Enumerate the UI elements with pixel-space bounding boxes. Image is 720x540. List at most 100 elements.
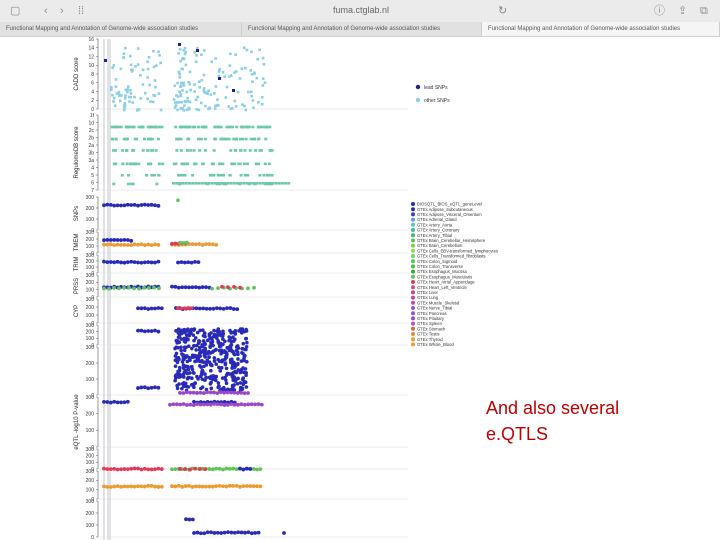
info-icon[interactable]: ⓘ bbox=[654, 5, 665, 17]
eqtl-point bbox=[207, 484, 212, 489]
y-tick-label: 200 bbox=[86, 237, 95, 243]
y-tick-label: 200 bbox=[86, 361, 95, 367]
eqtl-point bbox=[132, 484, 137, 489]
regdb-point bbox=[232, 182, 236, 185]
eqtl-point bbox=[202, 402, 206, 407]
cadd-point bbox=[177, 52, 180, 55]
eqtl-point bbox=[222, 399, 227, 404]
forward-icon[interactable]: › bbox=[60, 5, 64, 17]
eqtl-point bbox=[119, 243, 123, 247]
regdb-point bbox=[242, 162, 246, 166]
eqtl-point bbox=[147, 286, 151, 290]
regdb-point bbox=[121, 149, 125, 152]
eqtl-point bbox=[194, 359, 199, 363]
eqtl-point bbox=[259, 402, 264, 407]
regdb-point bbox=[226, 182, 230, 185]
eqtl-point bbox=[122, 400, 127, 405]
eqtl-point bbox=[204, 285, 208, 290]
regdb-point bbox=[251, 125, 255, 129]
reader-icon[interactable]: ⁞⁞ bbox=[78, 5, 85, 17]
eqtl-point bbox=[177, 357, 181, 362]
cadd-point bbox=[110, 85, 113, 89]
regdb-point bbox=[147, 137, 151, 141]
eqtl-point bbox=[204, 242, 208, 247]
eqtl-point bbox=[119, 260, 123, 265]
tab-2[interactable]: Functional Mapping and Annotation of Gen… bbox=[242, 22, 482, 36]
share-icon[interactable]: ⇪ bbox=[678, 5, 688, 17]
legend-label: GTEx Cells_Transformed_fibroblasts bbox=[417, 254, 486, 259]
tab-3[interactable]: Functional Mapping and Annotation of Gen… bbox=[482, 22, 720, 36]
regdb-point bbox=[124, 125, 128, 129]
cadd-point bbox=[216, 103, 220, 107]
eqtl-point bbox=[222, 390, 227, 395]
y-tick-label: 7 bbox=[91, 188, 94, 194]
legend-label: GTEx Nerve_Tibial bbox=[417, 306, 452, 311]
address-bar[interactable]: fuma.ctglab.nl bbox=[333, 5, 390, 15]
eqtl-point bbox=[216, 340, 221, 345]
regdb-point bbox=[188, 182, 191, 185]
y-tick-label: 200 bbox=[86, 305, 95, 311]
lead-snp-point bbox=[178, 43, 181, 46]
cadd-point bbox=[126, 88, 129, 91]
cadd-point bbox=[146, 60, 149, 64]
eqtl-point bbox=[256, 402, 261, 407]
regdb-point bbox=[287, 182, 291, 185]
cadd-point bbox=[210, 60, 213, 64]
eqtl-point bbox=[227, 335, 231, 339]
cadd-point bbox=[182, 57, 186, 61]
eqtl-point bbox=[216, 327, 221, 331]
y-tick-label: 300 bbox=[86, 195, 95, 201]
eqtl-point bbox=[205, 338, 210, 343]
cadd-point bbox=[230, 107, 234, 110]
eqtl-point bbox=[146, 483, 151, 488]
regdb-point bbox=[186, 162, 190, 166]
tabs-overview-icon[interactable]: ⧉ bbox=[700, 5, 708, 17]
cadd-point bbox=[110, 88, 113, 91]
legend-label: GTEx Adipose_Subcutaneous bbox=[417, 207, 473, 212]
eqtl-point bbox=[122, 260, 127, 265]
legend-swatch bbox=[411, 295, 415, 300]
reload-icon[interactable]: ↻ bbox=[498, 5, 508, 17]
cadd-point bbox=[186, 99, 190, 103]
eqtl-point bbox=[108, 242, 113, 247]
eqtl-point bbox=[159, 306, 164, 311]
eqtl-point bbox=[221, 337, 225, 341]
eqtl-point bbox=[205, 402, 210, 407]
regdb-point bbox=[172, 182, 175, 185]
eqtl-point bbox=[236, 368, 241, 372]
eqtl-point bbox=[232, 361, 237, 365]
y-tick-label: 100 bbox=[86, 244, 95, 250]
eqtl-point bbox=[139, 306, 144, 311]
eqtl-point bbox=[102, 466, 106, 471]
regdb-point bbox=[204, 125, 208, 129]
cadd-point bbox=[183, 52, 187, 56]
eqtl-point bbox=[238, 466, 242, 471]
regdb-point bbox=[257, 162, 261, 166]
eqtl-point bbox=[218, 390, 223, 395]
regdb-point bbox=[197, 182, 201, 185]
eqtl-point bbox=[180, 485, 185, 489]
eqtl-point bbox=[210, 467, 215, 472]
cadd-point bbox=[157, 50, 160, 54]
eqtl-point bbox=[156, 259, 161, 264]
eqtl-point bbox=[212, 531, 217, 535]
eqtl-point bbox=[211, 349, 216, 353]
tab-1[interactable]: Functional Mapping and Annotation of Gen… bbox=[0, 22, 242, 36]
eqtl-point bbox=[207, 355, 211, 360]
regdb-point bbox=[129, 162, 133, 166]
eqtl-point bbox=[198, 390, 203, 395]
eqtl-point bbox=[232, 530, 237, 535]
cadd-point bbox=[146, 76, 149, 79]
cadd-point bbox=[129, 54, 132, 58]
eqtl-point bbox=[219, 387, 224, 391]
cadd-point bbox=[203, 90, 206, 94]
eqtl-point bbox=[214, 306, 219, 311]
eqtl-point bbox=[253, 402, 257, 407]
back-icon[interactable]: ‹ bbox=[44, 5, 48, 17]
eqtl-point bbox=[182, 348, 187, 353]
cadd-point bbox=[119, 67, 123, 71]
cadd-point bbox=[157, 92, 161, 95]
cadd-point bbox=[123, 97, 127, 100]
sidebar-toggle-icon[interactable]: ▢ bbox=[10, 5, 21, 17]
regdb-point bbox=[183, 173, 187, 177]
